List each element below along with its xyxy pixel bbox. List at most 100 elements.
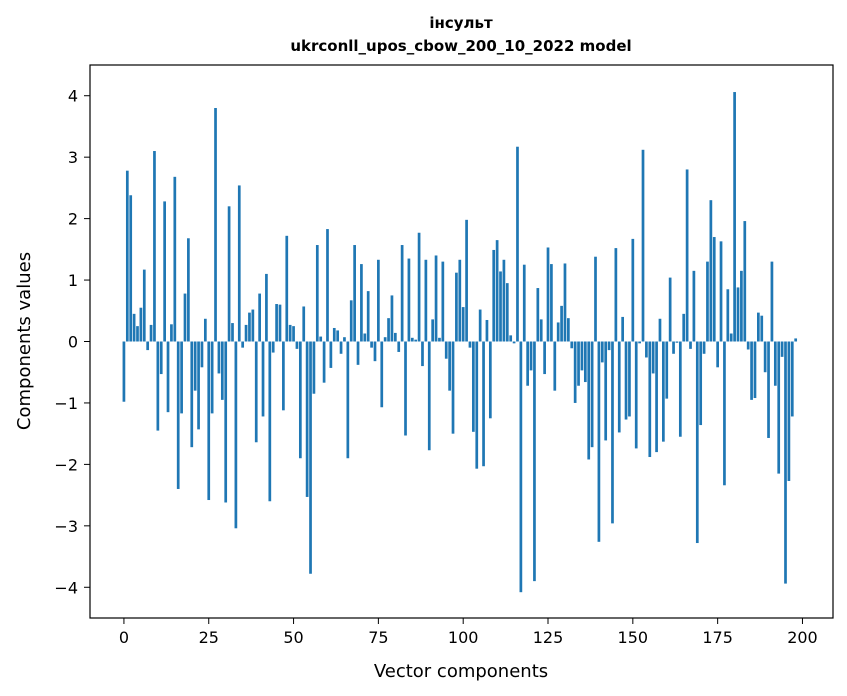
bar-179 (729, 333, 733, 342)
x-tick-label: 50 (283, 628, 303, 647)
bar-9 (153, 151, 156, 342)
bar-188 (760, 315, 764, 342)
bar-75 (377, 259, 380, 342)
bar-138 (590, 341, 594, 448)
bar-4 (136, 326, 139, 342)
bar-3 (132, 313, 136, 342)
bar-67 (349, 300, 353, 342)
bar-112 (502, 259, 506, 342)
bar-159 (662, 341, 665, 442)
bar-143 (607, 341, 611, 351)
bar-156 (651, 341, 655, 374)
bar-0 (122, 341, 126, 402)
bar-85 (410, 337, 414, 342)
bar-87 (417, 232, 421, 342)
bar-128 (556, 322, 560, 342)
bar-18 (183, 293, 187, 342)
bar-24 (203, 318, 207, 342)
bar-83 (404, 341, 407, 436)
bar-114 (509, 335, 513, 342)
bar-175 (716, 341, 719, 368)
bar-120 (529, 341, 533, 371)
bar-165 (682, 313, 686, 342)
bar-43 (268, 341, 272, 502)
bar-37 (248, 312, 251, 342)
bar-62 (332, 327, 336, 342)
chart-title: інсульт (429, 14, 493, 32)
bar-129 (560, 305, 563, 342)
bar-185 (750, 341, 753, 400)
bar-187 (757, 312, 760, 342)
bar-113 (505, 283, 509, 342)
bar-107 (485, 319, 489, 342)
bar-145 (614, 248, 618, 342)
bar-178 (726, 289, 730, 342)
bar-11 (159, 341, 163, 375)
bar-177 (723, 341, 726, 486)
bar-102 (468, 341, 472, 348)
bar-38 (251, 309, 255, 342)
bar-105 (478, 309, 482, 342)
bar-78 (387, 318, 390, 342)
y-tick-label: −3 (54, 517, 78, 536)
bar-173 (709, 200, 713, 342)
bar-124 (543, 341, 546, 375)
bar-93 (438, 337, 441, 342)
bar-23 (200, 341, 204, 368)
x-tick-label: 200 (787, 628, 818, 647)
bar-131 (567, 318, 570, 342)
bar-192 (773, 341, 777, 386)
bar-196 (787, 341, 791, 481)
bar-28 (217, 341, 221, 374)
x-tick-label: 175 (702, 628, 733, 647)
bar-136 (583, 341, 587, 383)
bar-47 (282, 341, 285, 411)
bar-127 (553, 341, 557, 391)
bar-56 (312, 341, 316, 394)
bar-132 (570, 341, 574, 349)
y-tick-label: 3 (68, 148, 78, 167)
bar-57 (315, 245, 319, 342)
bar-172 (706, 261, 709, 342)
bar-195 (784, 341, 787, 584)
bar-86 (414, 339, 418, 342)
bar-26 (210, 341, 214, 414)
bar-184 (746, 341, 750, 350)
bar-7 (146, 341, 150, 351)
x-tick-label: 25 (199, 628, 219, 647)
bar-161 (668, 277, 672, 342)
bar-95 (444, 341, 448, 359)
bar-84 (407, 258, 411, 342)
bar-135 (580, 341, 584, 371)
bar-40 (258, 293, 261, 342)
bar-99 (458, 259, 462, 342)
bar-101 (465, 219, 468, 342)
y-tick-label: −4 (54, 578, 78, 597)
bar-25 (207, 341, 211, 501)
bar-97 (451, 341, 455, 434)
bar-106 (482, 341, 485, 467)
bar-41 (261, 341, 265, 417)
bar-48 (285, 235, 289, 342)
bars-group (122, 92, 798, 593)
bar-150 (631, 238, 635, 342)
bar-27 (214, 108, 217, 342)
bar-36 (244, 324, 248, 342)
bar-109 (492, 249, 496, 342)
bar-98 (455, 272, 458, 342)
bar-162 (672, 341, 675, 354)
bar-96 (448, 341, 451, 391)
y-tick-label: 0 (68, 333, 78, 352)
bar-197 (790, 341, 794, 417)
bar-125 (546, 247, 550, 342)
bar-21 (193, 341, 197, 391)
bar-44 (271, 341, 275, 353)
bar-74 (373, 341, 377, 362)
bar-121 (533, 341, 536, 582)
bar-174 (712, 237, 716, 342)
bar-66 (346, 341, 350, 459)
bar-139 (594, 256, 597, 342)
y-tick-label: 1 (68, 271, 78, 290)
bar-118 (522, 264, 526, 342)
